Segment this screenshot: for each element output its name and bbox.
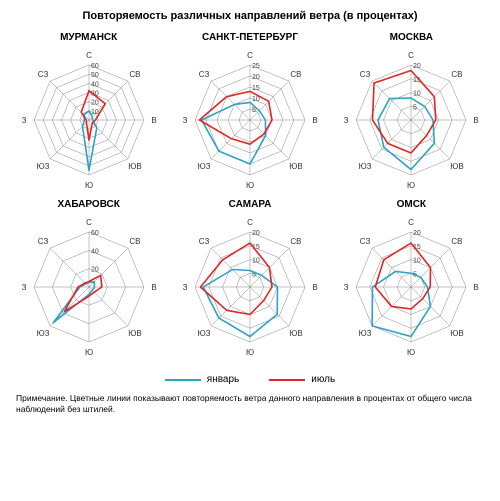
svg-text:СВ: СВ bbox=[452, 70, 463, 79]
city-title: ХАБАРОВСК bbox=[57, 199, 119, 210]
city-title: ОМСК bbox=[397, 199, 426, 210]
svg-text:С: С bbox=[408, 218, 414, 227]
svg-text:З: З bbox=[21, 116, 26, 125]
chart-cell: МОСКВАССВВЮВЮЮЗЗСЗ5101520 bbox=[333, 32, 490, 195]
svg-text:СЗ: СЗ bbox=[199, 237, 210, 246]
svg-text:60: 60 bbox=[91, 63, 99, 70]
svg-text:Ю: Ю bbox=[246, 181, 254, 190]
svg-text:20: 20 bbox=[91, 267, 99, 274]
legend-label-january: январь bbox=[207, 374, 239, 385]
svg-text:В: В bbox=[151, 283, 156, 292]
svg-text:20: 20 bbox=[252, 230, 260, 237]
svg-text:ЮЗ: ЮЗ bbox=[198, 162, 211, 171]
svg-text:10: 10 bbox=[413, 258, 421, 265]
svg-text:З: З bbox=[344, 116, 349, 125]
svg-text:Ю: Ю bbox=[85, 181, 93, 190]
chart-cell: ХАБАРОВСК С СВ В ЮВ Ю ЮЗ З СЗ 20 40 60 bbox=[10, 199, 167, 362]
svg-text:В: В bbox=[474, 116, 479, 125]
svg-text:СВ: СВ bbox=[129, 70, 140, 79]
city-title: САМАРА bbox=[229, 199, 272, 210]
svg-text:10: 10 bbox=[252, 258, 260, 265]
chart-cell: ОМСКССВВЮВЮЮЗЗСЗ5101520 bbox=[333, 199, 490, 362]
svg-text:В: В bbox=[474, 283, 479, 292]
svg-text:З: З bbox=[183, 116, 188, 125]
svg-text:ЮВ: ЮВ bbox=[451, 162, 464, 171]
page-title: Повторяемость различных направлений ветр… bbox=[10, 10, 490, 22]
svg-text:СЗ: СЗ bbox=[199, 70, 210, 79]
svg-text:ЮВ: ЮВ bbox=[128, 162, 141, 171]
svg-text:20: 20 bbox=[252, 74, 260, 81]
svg-text:ЮЗ: ЮЗ bbox=[36, 329, 49, 338]
city-title: МОСКВА bbox=[390, 32, 433, 43]
chart-cell: САНКТ-ПЕТЕРБУРГССВВЮВЮЮЗЗСЗ510152025 bbox=[171, 32, 328, 195]
svg-text:СВ: СВ bbox=[129, 237, 140, 246]
svg-text:Ю: Ю bbox=[407, 181, 415, 190]
svg-text:ЮЗ: ЮЗ bbox=[359, 162, 372, 171]
chart-cell: МУРМАНСКССВВЮВЮЮЗЗСЗ102030405060 bbox=[10, 32, 167, 195]
radar-chart: ССВВЮВЮЮЗЗСЗ5101520 bbox=[336, 212, 486, 362]
svg-text:ЮВ: ЮВ bbox=[289, 162, 302, 171]
svg-text:ЮВ: ЮВ bbox=[289, 329, 302, 338]
svg-text:С: С bbox=[86, 51, 92, 60]
svg-text:С: С bbox=[247, 51, 253, 60]
svg-text:З: З bbox=[183, 283, 188, 292]
svg-text:10: 10 bbox=[413, 91, 421, 98]
legend: январь июль bbox=[10, 374, 490, 385]
svg-text:5: 5 bbox=[413, 104, 417, 111]
chart-grid: МУРМАНСКССВВЮВЮЮЗЗСЗ102030405060САНКТ-ПЕ… bbox=[10, 32, 490, 362]
legend-label-july: июль bbox=[311, 374, 335, 385]
svg-text:С: С bbox=[86, 218, 92, 227]
radar-chart: С СВ В ЮВ Ю ЮЗ З СЗ 20 40 60 bbox=[14, 212, 164, 362]
svg-text:СЗ: СЗ bbox=[37, 70, 48, 79]
city-title: МУРМАНСК bbox=[60, 32, 117, 43]
svg-text:ЮВ: ЮВ bbox=[451, 329, 464, 338]
svg-text:СВ: СВ bbox=[290, 70, 301, 79]
svg-text:60: 60 bbox=[91, 230, 99, 237]
svg-text:В: В bbox=[151, 116, 156, 125]
svg-text:50: 50 bbox=[91, 72, 99, 79]
svg-text:ЮЗ: ЮЗ bbox=[198, 329, 211, 338]
svg-text:В: В bbox=[312, 283, 317, 292]
svg-text:25: 25 bbox=[252, 63, 260, 70]
legend-item-july: июль bbox=[269, 374, 335, 385]
svg-text:40: 40 bbox=[91, 81, 99, 88]
svg-text:15: 15 bbox=[252, 85, 260, 92]
radar-chart: ССВВЮВЮЮЗЗСЗ5101520 bbox=[175, 212, 325, 362]
svg-text:ЮЗ: ЮЗ bbox=[36, 162, 49, 171]
chart-cell: САМАРАССВВЮВЮЮЗЗСЗ5101520 bbox=[171, 199, 328, 362]
svg-text:Ю: Ю bbox=[85, 348, 93, 357]
svg-text:20: 20 bbox=[413, 63, 421, 70]
svg-text:СЗ: СЗ bbox=[360, 70, 371, 79]
legend-swatch-january bbox=[165, 379, 201, 381]
svg-text:20: 20 bbox=[91, 100, 99, 107]
svg-text:СЗ: СЗ bbox=[360, 237, 371, 246]
svg-text:10: 10 bbox=[252, 96, 260, 103]
legend-swatch-july bbox=[269, 379, 305, 381]
svg-text:ЮВ: ЮВ bbox=[128, 329, 141, 338]
svg-text:З: З bbox=[21, 283, 26, 292]
svg-text:40: 40 bbox=[91, 248, 99, 255]
legend-item-january: январь bbox=[165, 374, 239, 385]
svg-text:С: С bbox=[247, 218, 253, 227]
footnote: Примечание. Цветные линии показывают пов… bbox=[16, 393, 484, 415]
svg-text:ЮЗ: ЮЗ bbox=[359, 329, 372, 338]
radar-chart: ССВВЮВЮЮЗЗСЗ5101520 bbox=[336, 45, 486, 195]
city-title: САНКТ-ПЕТЕРБУРГ bbox=[202, 32, 298, 43]
svg-text:20: 20 bbox=[413, 230, 421, 237]
svg-text:С: С bbox=[408, 51, 414, 60]
svg-text:Ю: Ю bbox=[246, 348, 254, 357]
svg-text:В: В bbox=[312, 116, 317, 125]
svg-text:СВ: СВ bbox=[290, 237, 301, 246]
radar-chart: ССВВЮВЮЮЗЗСЗ102030405060 bbox=[14, 45, 164, 195]
svg-text:З: З bbox=[344, 283, 349, 292]
svg-text:Ю: Ю bbox=[407, 348, 415, 357]
svg-text:СВ: СВ bbox=[452, 237, 463, 246]
svg-text:СЗ: СЗ bbox=[37, 237, 48, 246]
radar-chart: ССВВЮВЮЮЗЗСЗ510152025 bbox=[175, 45, 325, 195]
